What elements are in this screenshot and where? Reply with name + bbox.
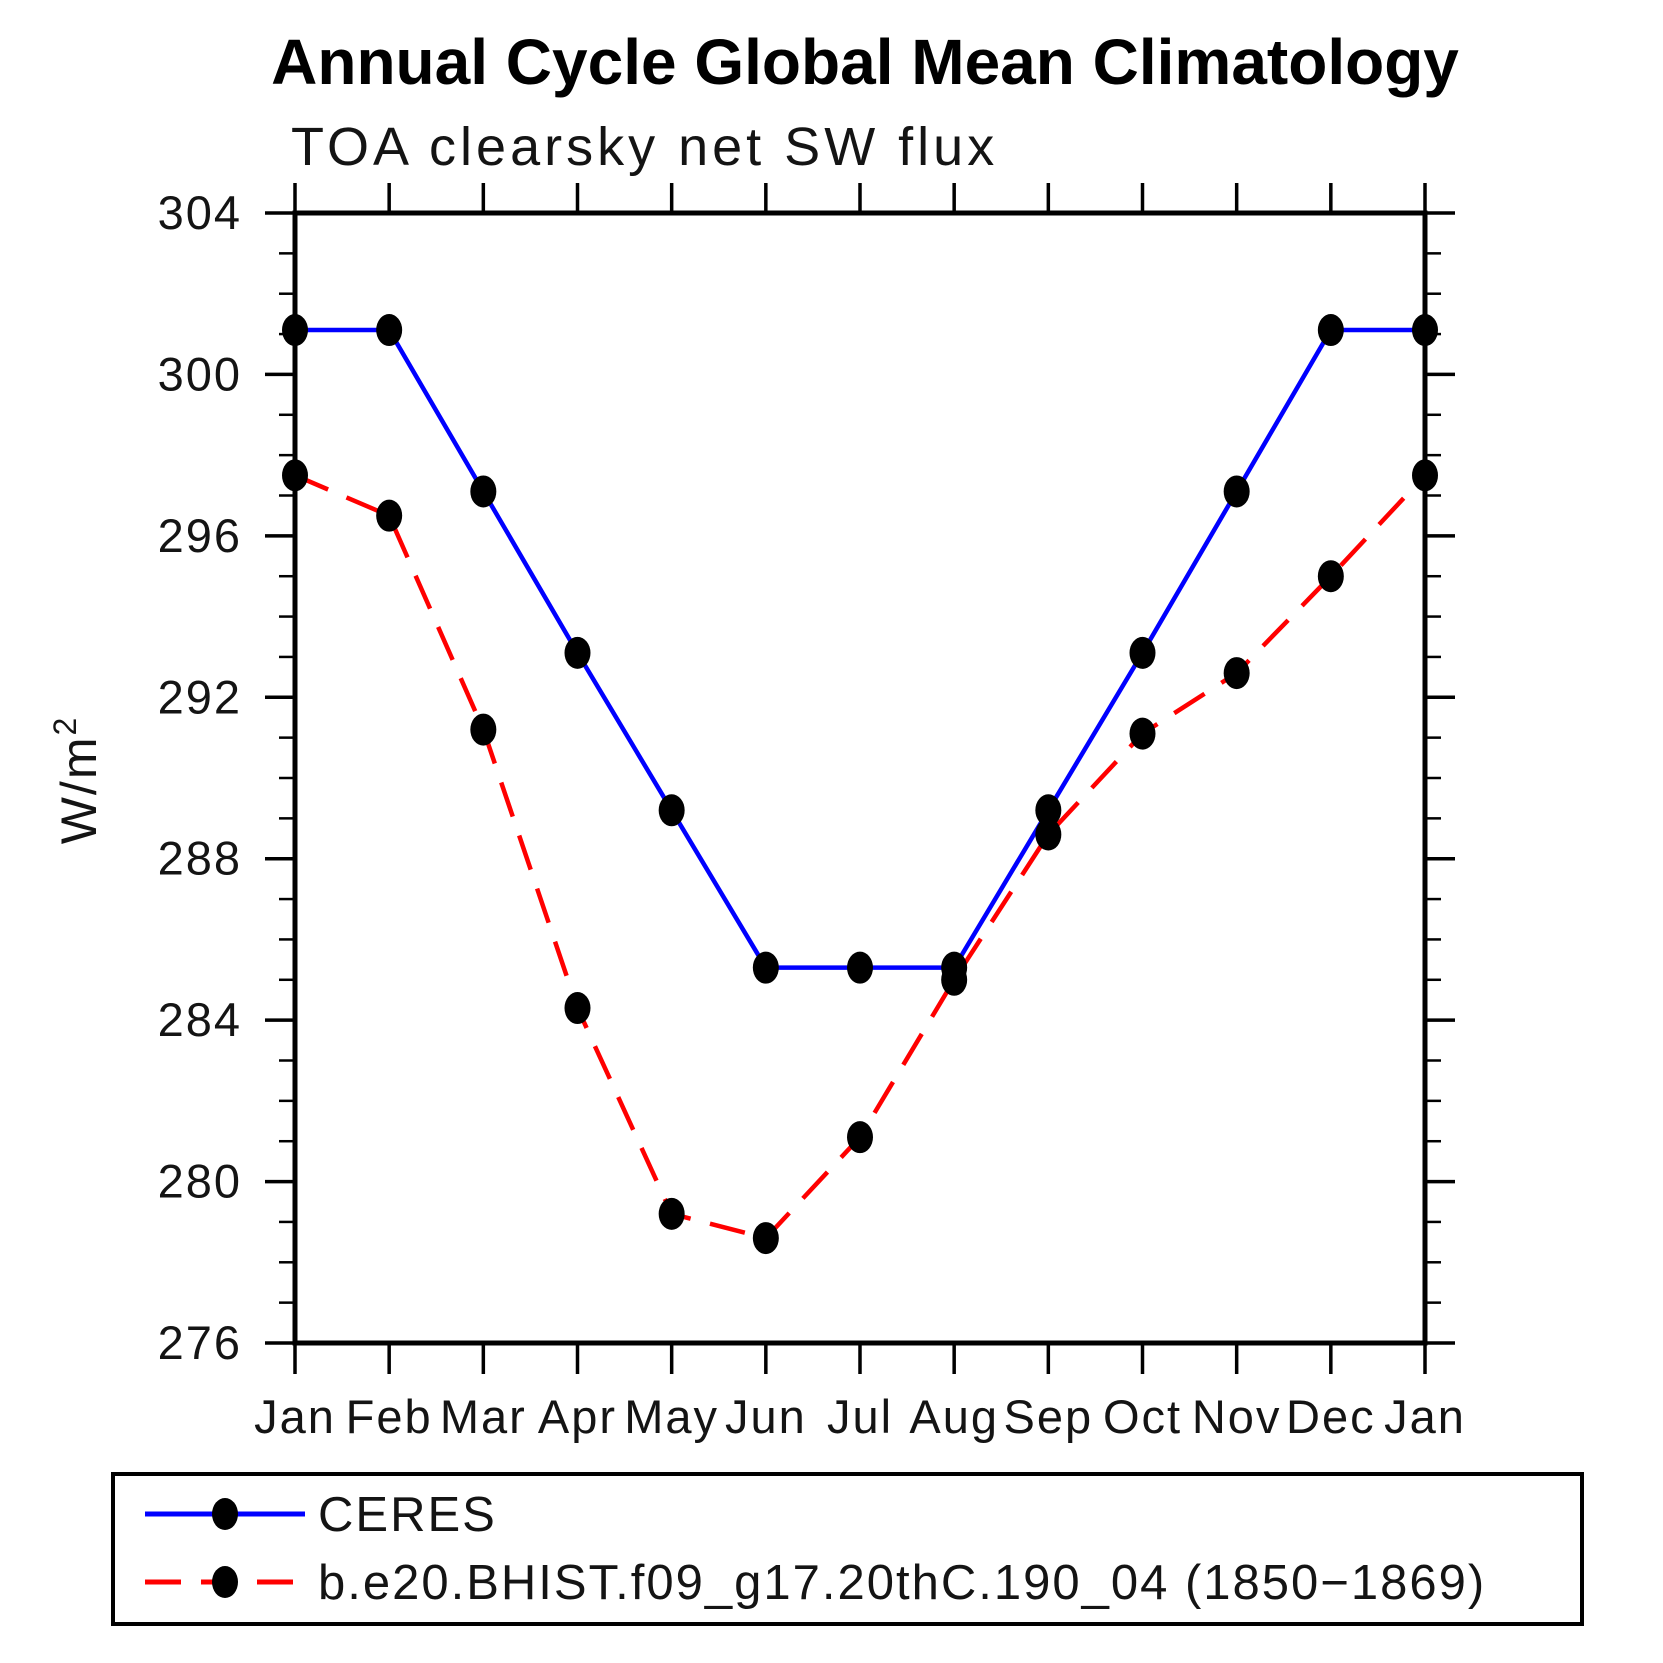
data-point-s1-6 bbox=[847, 1121, 873, 1154]
data-point-s1-0 bbox=[282, 459, 308, 492]
chart-subtitle: TOA clearsky net SW flux bbox=[291, 117, 998, 177]
legend-entry-ceres: CERES bbox=[145, 1488, 497, 1542]
data-point-s0-12 bbox=[1412, 314, 1438, 347]
series-lines bbox=[294, 327, 1427, 1241]
data-point-s1-10 bbox=[1223, 657, 1250, 690]
chart-title: Annual Cycle Global Mean Climatology bbox=[271, 26, 1459, 98]
y-tick-label-276: 276 bbox=[158, 1316, 242, 1369]
data-point-s1-4 bbox=[658, 1197, 685, 1230]
x-tick-label-6: Jul bbox=[827, 1390, 893, 1443]
legend-marker-ceres bbox=[212, 1498, 238, 1530]
data-point-s0-9 bbox=[1129, 636, 1156, 669]
y-axis-title: W/m2 bbox=[47, 716, 107, 845]
x-tick-label-8: Sep bbox=[1004, 1390, 1094, 1443]
legend: CERES b.e20.BHIST.f09_g17.20thC.190_04 (… bbox=[111, 1472, 1584, 1626]
y-tick-label-292: 292 bbox=[158, 670, 242, 723]
x-tick-label-9: Oct bbox=[1103, 1390, 1182, 1443]
legend-entry-model: b.e20.BHIST.f09_g17.20thC.190_04 (1850−1… bbox=[145, 1556, 1486, 1610]
data-point-s1-2 bbox=[470, 713, 497, 746]
x-tick-labels: Jan Feb Mar Apr May Jun Jul Aug Sep Oct Nov Dec Jan bbox=[254, 1390, 1466, 1443]
series-line-0 bbox=[295, 327, 1425, 970]
data-point-s0-10 bbox=[1223, 475, 1250, 508]
data-point-s0-5 bbox=[752, 951, 779, 984]
x-tick-label-2: Mar bbox=[440, 1390, 527, 1443]
data-point-s0-4 bbox=[658, 794, 685, 827]
legend-marker-model bbox=[212, 1566, 238, 1598]
x-tick-label-4: May bbox=[624, 1390, 719, 1443]
data-point-s1-9 bbox=[1129, 717, 1156, 750]
x-tick-label-12: Jan bbox=[1384, 1390, 1466, 1443]
y-tick-label-288: 288 bbox=[158, 832, 242, 885]
axis-ticks bbox=[265, 183, 1455, 1374]
x-tick-label-5: Jun bbox=[725, 1390, 807, 1443]
data-point-s1-11 bbox=[1317, 560, 1344, 593]
x-tick-label-1: Feb bbox=[346, 1390, 433, 1443]
x-tick-label-10: Nov bbox=[1192, 1390, 1282, 1443]
data-point-s1-7 bbox=[941, 963, 968, 996]
data-point-s0-8 bbox=[1035, 794, 1062, 827]
x-tick-label-7: Aug bbox=[909, 1390, 999, 1443]
y-tick-label-300: 300 bbox=[158, 347, 242, 400]
data-point-s0-2 bbox=[470, 475, 497, 508]
data-point-s1-12 bbox=[1412, 459, 1438, 492]
data-point-s0-3 bbox=[564, 636, 591, 669]
y-axis-title-base: W/m bbox=[51, 736, 107, 845]
x-tick-label-11: Dec bbox=[1286, 1390, 1376, 1443]
data-point-s0-6 bbox=[847, 951, 873, 984]
data-point-s1-5 bbox=[752, 1222, 779, 1255]
legend-label-model: b.e20.BHIST.f09_g17.20thC.190_04 (1850−1… bbox=[318, 1556, 1486, 1610]
x-tick-label-0: Jan bbox=[254, 1390, 336, 1443]
legend-box bbox=[111, 1472, 1584, 1626]
data-point-s1-8 bbox=[1035, 818, 1062, 851]
data-point-s1-1 bbox=[376, 499, 403, 532]
plot-border bbox=[292, 210, 1428, 1346]
data-point-s0-11 bbox=[1317, 314, 1344, 347]
y-axis-title-exponent: 2 bbox=[47, 716, 83, 736]
y-tick-label-296: 296 bbox=[158, 509, 242, 562]
y-tick-label-304: 304 bbox=[158, 186, 242, 239]
y-tick-label-284: 284 bbox=[158, 993, 242, 1046]
y-tick-label-280: 280 bbox=[158, 1155, 242, 1208]
legend-label-ceres: CERES bbox=[318, 1488, 497, 1542]
data-point-s0-0 bbox=[282, 314, 308, 347]
data-point-s0-1 bbox=[376, 314, 403, 347]
y-tick-labels: 276 280 284 288 292 296 300 304 bbox=[158, 186, 242, 1369]
data-point-markers bbox=[282, 314, 1438, 1255]
x-tick-label-3: Apr bbox=[538, 1390, 617, 1443]
data-point-s1-3 bbox=[564, 992, 591, 1025]
